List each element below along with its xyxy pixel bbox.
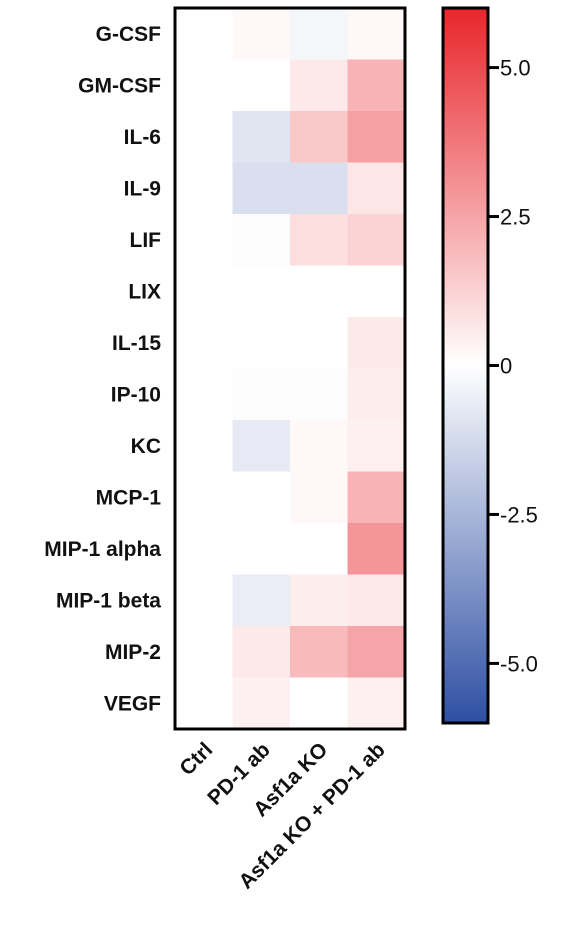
heatmap-cell-ip-10-asf1a-ko (290, 368, 348, 421)
heatmap-cell-lif-asf1a-ko-pd-1-ab (347, 214, 406, 266)
colorbar-tick-label: 2.5 (500, 205, 531, 230)
row-label-mip-2: MIP-2 (105, 641, 161, 664)
colorbar-tick-label: -5.0 (500, 651, 538, 676)
heatmap-cell-ip-10-pd-1-ab (232, 368, 291, 421)
heatmap-cell-il-9-ctrl (175, 162, 233, 215)
heatmap-cell-gm-csf-ctrl (175, 59, 233, 112)
heatmap-cell-g-csf-pd-1-ab (232, 8, 291, 60)
heatmap-cell-g-csf-asf1a-ko-pd-1-ab (347, 8, 406, 60)
row-label-il-15: IL-15 (112, 332, 161, 355)
colorbar-tick-label: 5.0 (500, 56, 531, 81)
heatmap-cell-kc-pd-1-ab (232, 420, 291, 472)
heatmap-cell-il-6-pd-1-ab (232, 111, 291, 163)
heatmap-cells (175, 8, 406, 730)
heatmap-cell-gm-csf-asf1a-ko-pd-1-ab (347, 59, 406, 112)
row-label-lif: LIF (130, 229, 162, 252)
heatmap-cell-lix-pd-1-ab (232, 265, 291, 318)
heatmap-cell-lif-asf1a-ko (290, 214, 348, 266)
heatmap-cell-lix-asf1a-ko-pd-1-ab (347, 265, 406, 318)
heatmap-cell-mip-1-alpha-asf1a-ko-pd-1-ab (347, 523, 406, 575)
row-labels: G-CSF GM-CSF IL-6 IL-9 LIF LIX IL-15 IP-10 KC MCP… (44, 23, 161, 716)
heatmap-cell-mip-1-alpha-ctrl (175, 523, 233, 575)
heatmap-cell-mip-1-beta-ctrl (175, 574, 233, 627)
heatmap-cell-il-9-asf1a-ko-pd-1-ab (347, 162, 406, 215)
column-label-ctrl: Ctrl (175, 738, 217, 780)
row-label-il-6: IL-6 (124, 126, 161, 149)
heatmap-cell-lix-ctrl (175, 265, 233, 318)
heatmap-cell-il-15-asf1a-ko-pd-1-ab (347, 317, 406, 369)
row-label-mcp-1: MCP-1 (96, 486, 162, 509)
heatmap-cell-g-csf-asf1a-ko (290, 8, 348, 60)
heatmap-cell-vegf-asf1a-ko-pd-1-ab (347, 677, 406, 730)
heatmap-cell-mip-2-asf1a-ko (290, 626, 348, 678)
heatmap-frame (173, 6, 407, 731)
heatmap-cell-kc-asf1a-ko (290, 420, 348, 472)
heatmap-cell-ip-10-ctrl (175, 368, 233, 421)
heatmap-cell-il-6-asf1a-ko (290, 111, 348, 163)
row-label-lix: LIX (128, 280, 161, 303)
heatmap-cell-vegf-pd-1-ab (232, 677, 291, 730)
colorbar-ticks: 5.0 2.5 0 -2.5 -5.0 (488, 56, 538, 676)
heatmap-cell-il-9-asf1a-ko (290, 162, 348, 215)
heatmap-cell-mip-1-alpha-asf1a-ko (290, 523, 348, 575)
heatmap-cell-mcp-1-asf1a-ko (290, 471, 348, 524)
heatmap-cell-mip-2-ctrl (175, 626, 233, 678)
row-label-mip-1-alpha: MIP-1 alpha (44, 538, 161, 561)
heatmap-cell-il-6-asf1a-ko-pd-1-ab (347, 111, 406, 163)
heatmap-cell-mip-1-beta-asf1a-ko (290, 574, 348, 627)
heatmap-cell-il-6-ctrl (175, 111, 233, 163)
heatmap-cell-mcp-1-ctrl (175, 471, 233, 524)
heatmap-cell-ip-10-asf1a-ko-pd-1-ab (347, 368, 406, 421)
heatmap-cell-lif-ctrl (175, 214, 233, 266)
heatmap-cell-vegf-asf1a-ko (290, 677, 348, 730)
heatmap-cell-g-csf-ctrl (175, 8, 233, 60)
colorbar (441, 6, 490, 725)
row-label-gm-csf: GM-CSF (78, 74, 161, 97)
row-label-ip-10: IP-10 (111, 383, 161, 406)
heatmap-cell-mip-1-beta-asf1a-ko-pd-1-ab (347, 574, 406, 627)
heatmap-cell-mcp-1-asf1a-ko-pd-1-ab (347, 471, 406, 524)
heatmap-cell-lif-pd-1-ab (232, 214, 291, 266)
colorbar-tick-label: 0 (500, 354, 512, 379)
heatmap-cell-mip-1-alpha-pd-1-ab (232, 523, 291, 575)
heatmap-cell-vegf-ctrl (175, 677, 233, 730)
heatmap-cell-gm-csf-asf1a-ko (290, 59, 348, 112)
heatmap-cell-mcp-1-pd-1-ab (232, 471, 291, 524)
heatmap-cell-mip-2-asf1a-ko-pd-1-ab (347, 626, 406, 678)
heatmap-cell-il-15-asf1a-ko (290, 317, 348, 369)
heatmap-cell-mip-1-beta-pd-1-ab (232, 574, 291, 627)
heatmap-cell-il-15-ctrl (175, 317, 233, 369)
row-label-g-csf: G-CSF (96, 23, 162, 46)
row-label-mip-1-beta: MIP-1 beta (56, 589, 161, 612)
row-label-kc: KC (131, 435, 161, 458)
heatmap-cell-mip-2-pd-1-ab (232, 626, 291, 678)
heatmap-cell-kc-ctrl (175, 420, 233, 472)
heatmap-cell-gm-csf-pd-1-ab (232, 59, 291, 112)
heatmap-cell-il-15-pd-1-ab (232, 317, 291, 369)
row-label-il-9: IL-9 (124, 177, 161, 200)
heatmap-cell-il-9-pd-1-ab (232, 162, 291, 215)
row-label-vegf: VEGF (104, 692, 161, 715)
heatmap-cell-kc-asf1a-ko-pd-1-ab (347, 420, 406, 472)
heatmap-cell-lix-asf1a-ko (290, 265, 348, 318)
colorbar-tick-label: -2.5 (500, 502, 538, 527)
